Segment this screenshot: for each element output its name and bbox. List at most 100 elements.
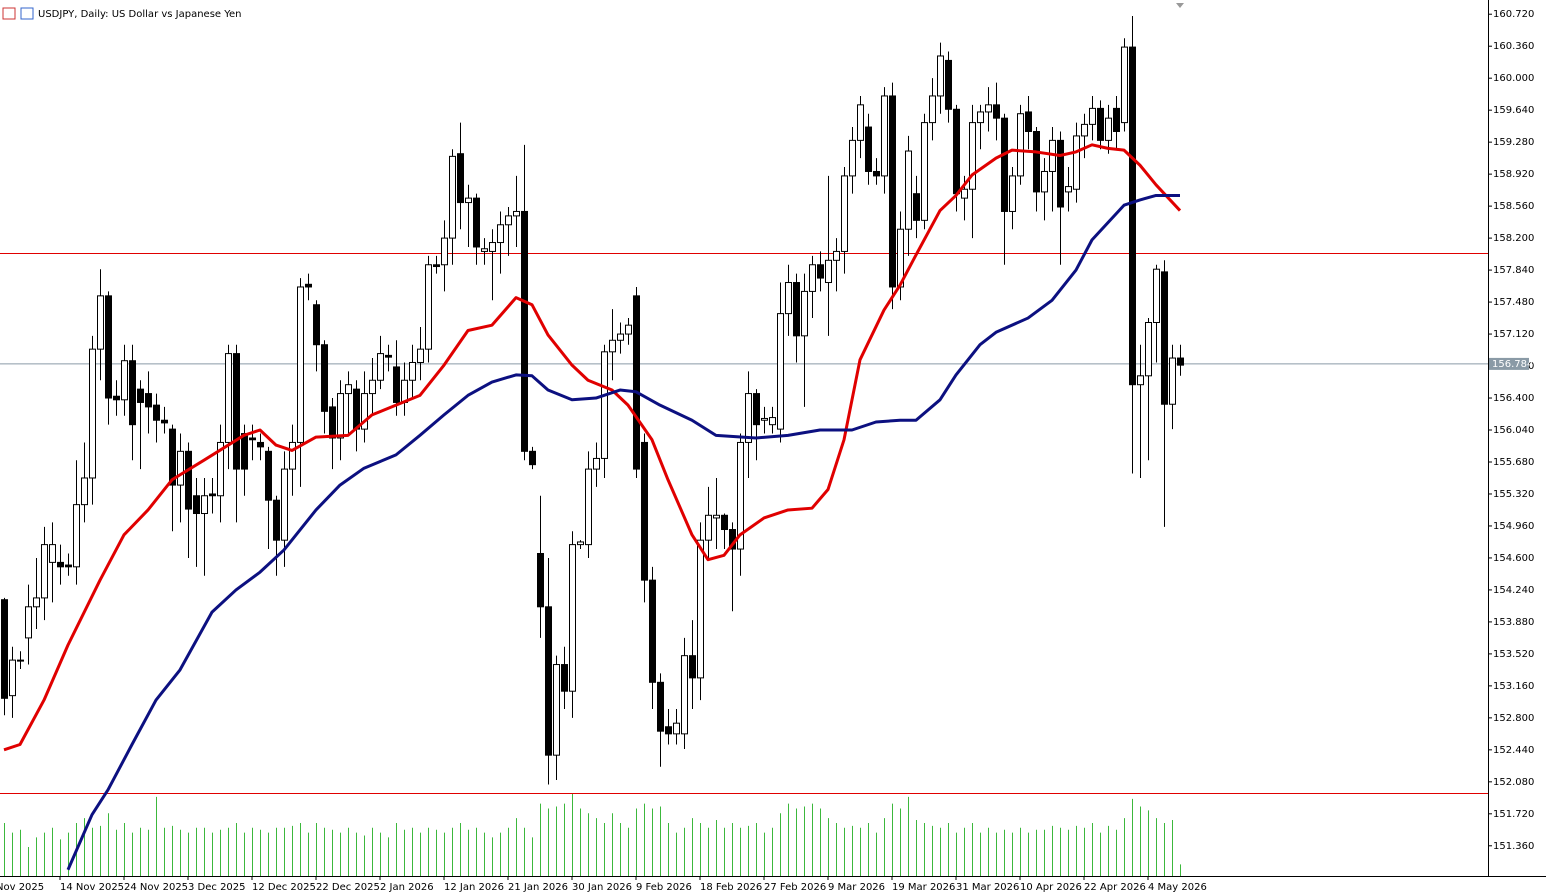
shift-marker [1176,3,1184,8]
y-tick-label: 154.600 [1493,553,1534,564]
x-tick-label: 2 Jan 2026 [380,882,434,893]
candle-body [1073,135,1080,190]
candle-body [49,544,56,563]
candle-body [537,552,544,608]
x-tick-label: 24 Nov 2025 [124,882,188,893]
y-tick-label: 160.360 [1493,41,1534,52]
candle-body [161,419,168,424]
y-tick-label: 160.720 [1493,9,1534,20]
candle-body [41,544,48,599]
candle-body [1097,107,1104,141]
candle-body [1033,130,1040,193]
candle-body [625,324,632,335]
candle-body [25,606,32,639]
x-tick-label: 3 Dec 2025 [188,882,246,893]
candle-body [497,224,504,244]
candle-body [689,655,696,679]
candle-body [321,344,328,412]
x-tick-label: 30 Jan 2026 [572,882,632,893]
candle-body [633,295,640,470]
candle-body [17,659,24,662]
candle-body [401,379,408,403]
candle-body [649,579,656,683]
candle-body [241,433,248,470]
candle-body [793,282,800,337]
candle-body [1113,107,1120,132]
candle-body [73,504,80,568]
candle-body [993,104,1000,119]
candle-body [1001,117,1008,212]
candle-body [289,441,296,470]
y-tick-label: 152.800 [1493,713,1534,724]
candle-body [913,193,920,221]
candle-body [393,366,400,403]
x-tick-label: 12 Dec 2025 [252,882,316,893]
candle-body [409,361,416,381]
candle-body [449,155,456,239]
candle-body [417,348,424,363]
candle-body [529,450,536,466]
candle-body [1121,46,1128,124]
candle-body [713,514,720,519]
candle-body [921,122,928,221]
candle-body [57,561,64,568]
candle-body [889,95,896,288]
candle-body [225,353,232,443]
candle-body [513,210,520,217]
candle-body [833,250,840,261]
candle-body [593,457,600,470]
x-tick-label: 21 Jan 2026 [508,882,568,893]
candle-body [385,354,392,358]
candle-body [801,290,808,337]
candle-body [737,441,744,550]
candle-body [929,95,936,124]
candle-body [753,393,760,426]
candle-body [849,139,856,177]
candle-body [825,259,832,284]
y-tick-label: 156.040 [1493,425,1534,436]
candle-body [329,406,336,439]
chart-icon[interactable] [20,7,34,20]
candle-body [81,477,88,506]
moving-average [3,143,1182,752]
candle-body [209,493,216,497]
y-tick-label: 158.200 [1493,233,1534,244]
candle-body [193,495,200,515]
candle-body [657,681,664,732]
plot-area [0,15,1488,876]
menu-icon[interactable] [2,7,16,20]
candle-body [297,286,304,443]
y-tick-label: 152.080 [1493,777,1534,788]
candle-body [1161,271,1168,405]
candle-body [1169,357,1176,405]
y-tick-label: 154.960 [1493,521,1534,532]
candle-body [313,304,320,346]
y-tick-label: 157.120 [1493,329,1534,340]
candle-body [585,468,592,546]
candle-body [1017,113,1024,177]
candle-body [233,353,240,470]
candle-body [977,111,984,124]
candle-body [969,122,976,190]
candle-body [873,170,880,177]
candle-body [129,360,136,426]
candle-body [265,450,272,501]
x-tick-label: 18 Feb 2026 [700,882,762,893]
candle-body [705,514,712,541]
y-tick-label: 158.560 [1493,201,1534,212]
candle-body [1137,375,1144,386]
candle-body [681,655,688,735]
candle-body [65,564,72,568]
y-tick-label: 153.880 [1493,617,1534,628]
last-price-tag [1489,357,1529,370]
candle-body [937,55,944,97]
y-tick-label: 157.840 [1493,265,1534,276]
candle-body [185,450,192,510]
y-tick-label: 155.320 [1493,489,1534,500]
x-tick-label: 19 Mar 2026 [892,882,955,893]
candle-body [673,722,680,735]
x-tick-label: Nov 2025 [0,882,44,893]
candle-body [561,664,568,692]
candle-body [1129,46,1136,386]
candle-body [433,264,440,268]
